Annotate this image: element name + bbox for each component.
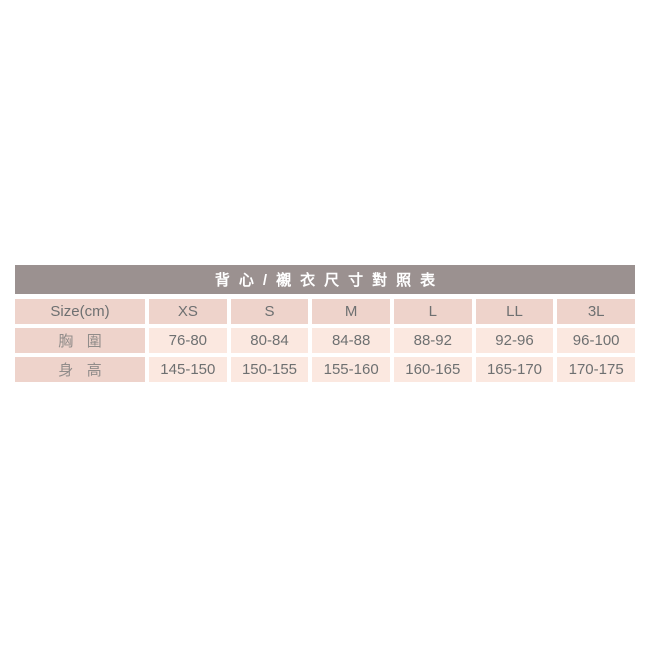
- column-header-xs: XS: [149, 299, 227, 324]
- size-grid: Size(cm) XS S M L LL 3L 胸圍 76-80 80-84 8…: [15, 299, 635, 382]
- column-header-m: M: [312, 299, 390, 324]
- chest-ll-value: 92-96: [475, 328, 554, 353]
- column-header-size: Size(cm): [15, 299, 145, 324]
- height-xs-value: 145-150: [149, 357, 227, 382]
- height-ll-value: 165-170: [475, 357, 554, 382]
- row-label-chest: 胸圍: [15, 328, 145, 353]
- chest-3l-value: 96-100: [557, 328, 635, 353]
- chest-l-value: 88-92: [393, 328, 472, 353]
- table-title: 背心/襯衣尺寸對照表: [214, 272, 445, 289]
- column-header-3l: 3L: [557, 299, 635, 324]
- row-label-height: 身高: [15, 357, 145, 382]
- height-l-value: 160-165: [393, 357, 472, 382]
- chest-s-value: 80-84: [230, 328, 309, 353]
- height-s-value: 150-155: [230, 357, 309, 382]
- column-header-l: L: [393, 299, 472, 324]
- table-title-bar: 背心/襯衣尺寸對照表: [15, 265, 635, 294]
- column-header-ll: LL: [475, 299, 554, 324]
- column-header-s: S: [230, 299, 309, 324]
- height-3l-value: 170-175: [557, 357, 635, 382]
- size-chart-table: 背心/襯衣尺寸對照表 Size(cm) XS S M L LL 3L 胸圍 76…: [15, 265, 635, 382]
- height-m-value: 155-160: [312, 357, 390, 382]
- chest-m-value: 84-88: [312, 328, 390, 353]
- chest-xs-value: 76-80: [149, 328, 227, 353]
